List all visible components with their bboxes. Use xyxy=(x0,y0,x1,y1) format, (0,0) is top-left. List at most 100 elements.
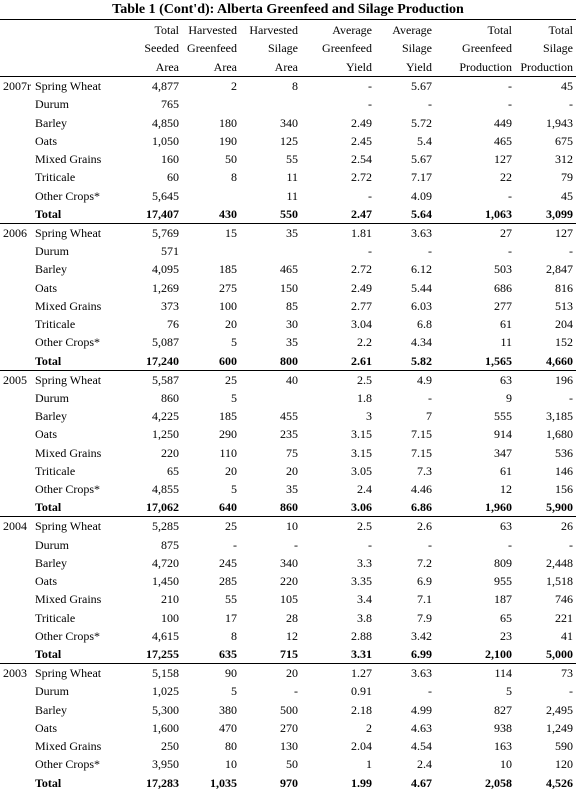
crop-label: Mixed Grains xyxy=(35,592,102,607)
table-cell: 80 xyxy=(225,739,237,753)
table-cell: 270 xyxy=(280,720,298,735)
table-cell: 4.46 xyxy=(411,482,432,496)
table-cell: 9 xyxy=(506,390,512,405)
table-cell: 513 xyxy=(555,298,573,313)
crop-label: Barley xyxy=(35,555,67,570)
table-cell: 827 xyxy=(494,702,512,717)
table-cell: 180 xyxy=(219,115,237,130)
table-cell: 765 xyxy=(161,97,179,112)
table-cell: 1.81 xyxy=(351,225,372,240)
table-cell: 79 xyxy=(561,170,573,185)
crop-label: Barley xyxy=(35,409,67,423)
table-cell: 100 xyxy=(161,610,179,625)
table-cell: 12 xyxy=(286,628,298,643)
table-cell: 635 xyxy=(219,647,237,661)
crop-label: Oats xyxy=(35,133,57,148)
table-cell: 430 xyxy=(219,206,237,221)
column-header: Silage xyxy=(402,41,432,55)
table-cell: 1,063 xyxy=(485,206,512,221)
table-cell: 5 xyxy=(231,482,237,496)
table-cell: 5 xyxy=(231,335,237,350)
table-cell: 938 xyxy=(494,720,512,735)
table-cell: 290 xyxy=(219,427,237,442)
table-cell: 3.35 xyxy=(351,574,372,588)
table-cell: 6.03 xyxy=(411,298,432,313)
table-cell: 235 xyxy=(280,427,298,442)
column-header: Area xyxy=(274,60,298,74)
table-cell: 4,615 xyxy=(152,628,179,643)
table-cell: 816 xyxy=(555,280,573,295)
table-cell: 470 xyxy=(219,720,237,735)
table-cell: 35 xyxy=(286,225,298,240)
table-cell: 114 xyxy=(494,666,512,680)
table-cell: 4,855 xyxy=(152,482,179,496)
table-cell: 130 xyxy=(280,739,298,753)
table-cell: 61 xyxy=(500,317,512,331)
rule xyxy=(0,663,576,664)
table-cell: 7.17 xyxy=(411,170,432,185)
column-header: Seeded xyxy=(144,41,179,55)
table-cell: 152 xyxy=(555,335,573,350)
table-cell: 45 xyxy=(561,79,573,93)
table-cell: 2.5 xyxy=(357,372,372,387)
column-header: Greenfeed xyxy=(462,41,512,55)
year-label: 2004 xyxy=(3,519,27,534)
table-cell: 2.4 xyxy=(357,482,372,496)
crop-label: Other Crops* xyxy=(35,188,100,203)
table-cell: - xyxy=(508,188,512,203)
crop-label: Oats xyxy=(35,574,57,588)
table-cell: 3.04 xyxy=(351,317,372,331)
table-cell: 340 xyxy=(280,115,298,130)
table-cell: 20 xyxy=(286,463,298,478)
table-cell: 3.63 xyxy=(411,225,432,240)
table-cell: 10 xyxy=(286,519,298,534)
table-cell: 1,025 xyxy=(152,684,179,699)
table-cell: - xyxy=(508,97,512,112)
table-cell: 20 xyxy=(225,463,237,478)
table-cell: 5.82 xyxy=(411,353,432,368)
table-cell: - xyxy=(294,537,298,552)
table-cell: 4.9 xyxy=(417,372,432,387)
table-cell: 2.04 xyxy=(351,739,372,753)
table-cell: 5,645 xyxy=(152,188,179,203)
table-cell: 250 xyxy=(161,739,179,753)
table-cell: 1,249 xyxy=(546,720,573,735)
table-cell: 455 xyxy=(280,409,298,423)
table-cell: 3,099 xyxy=(546,206,573,221)
table-cell: - xyxy=(368,537,372,552)
table-cell: 5.67 xyxy=(411,79,432,93)
rule xyxy=(0,516,576,518)
table-cell: 7.3 xyxy=(417,463,432,478)
crop-label: Other Crops* xyxy=(35,482,100,496)
table-cell: 25 xyxy=(225,372,237,387)
table-cell: - xyxy=(428,97,432,112)
table-cell: 5.4 xyxy=(417,133,432,148)
table-cell: 5,900 xyxy=(546,500,573,515)
crop-label: Spring Wheat xyxy=(35,79,102,93)
table-cell: 63 xyxy=(500,519,512,534)
crop-label: Total xyxy=(35,206,62,221)
table-cell: 860 xyxy=(280,500,298,515)
crop-label: Total xyxy=(35,353,62,368)
table-cell: 6.86 xyxy=(411,500,432,515)
table-cell: 10 xyxy=(500,757,512,772)
crop-label: Spring Wheat xyxy=(35,225,102,240)
table-cell: 2.45 xyxy=(351,133,372,148)
table-cell: 11 xyxy=(286,188,298,203)
table-cell: 20 xyxy=(286,666,298,680)
table-cell: 220 xyxy=(280,574,298,588)
table-cell: 1,600 xyxy=(152,720,179,735)
rule xyxy=(0,222,576,224)
table-cell: 600 xyxy=(219,353,237,368)
table-cell: 640 xyxy=(219,500,237,515)
table-cell: 3,185 xyxy=(546,409,573,423)
column-header: Greenfeed xyxy=(187,41,237,55)
table-cell: 185 xyxy=(219,262,237,277)
table-cell: 40 xyxy=(286,372,298,387)
table-cell: 127 xyxy=(555,225,573,240)
table-cell: 65 xyxy=(500,610,512,625)
table-cell: 449 xyxy=(494,115,512,130)
year-label: 2006 xyxy=(3,225,27,240)
table-cell: 312 xyxy=(555,152,573,166)
table-cell: 7 xyxy=(426,409,432,423)
